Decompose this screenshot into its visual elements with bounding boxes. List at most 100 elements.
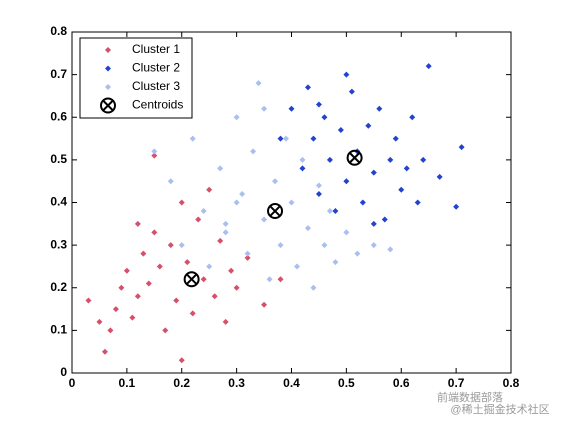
watermark: 前端数据部落 bbox=[437, 390, 503, 404]
point bbox=[272, 178, 279, 185]
point bbox=[283, 135, 290, 142]
point bbox=[458, 144, 465, 151]
centroid-ring bbox=[346, 149, 363, 166]
point bbox=[414, 199, 421, 206]
point bbox=[244, 254, 251, 261]
point bbox=[343, 71, 350, 78]
point bbox=[392, 135, 399, 142]
point bbox=[184, 259, 191, 266]
point bbox=[206, 263, 213, 270]
plot-frame bbox=[71, 31, 512, 374]
point bbox=[167, 242, 174, 249]
point bbox=[370, 242, 377, 249]
point bbox=[261, 105, 268, 112]
point bbox=[370, 169, 377, 176]
point bbox=[288, 105, 295, 112]
x-tick-label: 0.3 bbox=[228, 376, 245, 390]
point bbox=[239, 190, 246, 197]
y-tick-label: 0.6 bbox=[50, 109, 67, 123]
point bbox=[310, 284, 317, 291]
point bbox=[85, 297, 92, 304]
point bbox=[326, 208, 333, 215]
centroid-ring bbox=[267, 203, 284, 220]
point bbox=[387, 246, 394, 253]
point bbox=[436, 173, 443, 180]
point bbox=[403, 165, 410, 172]
point bbox=[145, 280, 152, 287]
point bbox=[343, 229, 350, 236]
point bbox=[321, 242, 328, 249]
point bbox=[96, 318, 103, 325]
y-tick-label: 0.1 bbox=[50, 323, 67, 337]
point bbox=[299, 156, 306, 163]
centroid-ring bbox=[183, 271, 200, 288]
point bbox=[326, 156, 333, 163]
point bbox=[200, 276, 207, 283]
point bbox=[425, 63, 432, 70]
point bbox=[101, 348, 108, 355]
point bbox=[173, 297, 180, 304]
x-tick-label: 0.4 bbox=[283, 376, 300, 390]
y-tick-label: 0.5 bbox=[50, 152, 67, 166]
point bbox=[266, 276, 273, 283]
point bbox=[217, 165, 224, 172]
point bbox=[156, 263, 163, 270]
point bbox=[370, 220, 377, 227]
point bbox=[140, 250, 147, 257]
point bbox=[107, 327, 114, 334]
x-tick-label: 0.5 bbox=[338, 376, 355, 390]
point bbox=[233, 199, 240, 206]
point bbox=[129, 314, 136, 321]
point bbox=[217, 237, 224, 244]
y-tick-label: 0.7 bbox=[50, 67, 67, 81]
point bbox=[409, 114, 416, 121]
x-tick-label: 0.6 bbox=[393, 376, 410, 390]
point bbox=[195, 216, 202, 223]
y-tick-label: 0 bbox=[60, 365, 67, 379]
point bbox=[365, 122, 372, 129]
y-tick-label: 0.8 bbox=[50, 24, 67, 38]
legend: Cluster 1 Cluster 2 Cluster 3 Centroids bbox=[79, 37, 193, 119]
point bbox=[244, 250, 251, 257]
point bbox=[398, 186, 405, 193]
x-tick-label: 0.7 bbox=[448, 376, 465, 390]
point bbox=[304, 84, 311, 91]
legend-marker-ring bbox=[100, 97, 116, 114]
point bbox=[337, 127, 344, 134]
point bbox=[233, 284, 240, 291]
legend-marker-cross bbox=[102, 99, 114, 112]
x-tick-label: 0.2 bbox=[173, 376, 190, 390]
y-tick-label: 0.4 bbox=[50, 195, 67, 209]
point bbox=[310, 135, 317, 142]
point bbox=[293, 263, 300, 270]
point bbox=[200, 208, 207, 215]
point bbox=[277, 242, 284, 249]
y-tick-label: 0.2 bbox=[50, 280, 67, 294]
legend-marker bbox=[105, 84, 111, 90]
centroid-cross bbox=[269, 205, 281, 217]
point bbox=[233, 114, 240, 121]
point bbox=[343, 178, 350, 185]
point bbox=[315, 190, 322, 197]
point bbox=[348, 88, 355, 95]
point bbox=[315, 182, 322, 189]
point bbox=[222, 229, 229, 236]
centroid bbox=[346, 149, 363, 166]
point bbox=[178, 242, 185, 249]
point bbox=[315, 101, 322, 108]
x-tick-label: 0.1 bbox=[119, 376, 136, 390]
legend-marker bbox=[105, 47, 111, 53]
point bbox=[359, 199, 366, 206]
point bbox=[332, 208, 339, 215]
point bbox=[211, 293, 218, 300]
legend-label: Centroids bbox=[132, 98, 183, 112]
centroid bbox=[183, 271, 200, 288]
point bbox=[189, 310, 196, 317]
point bbox=[332, 259, 339, 266]
point bbox=[261, 301, 268, 308]
point bbox=[288, 199, 295, 206]
point bbox=[387, 156, 394, 163]
point bbox=[277, 276, 284, 283]
